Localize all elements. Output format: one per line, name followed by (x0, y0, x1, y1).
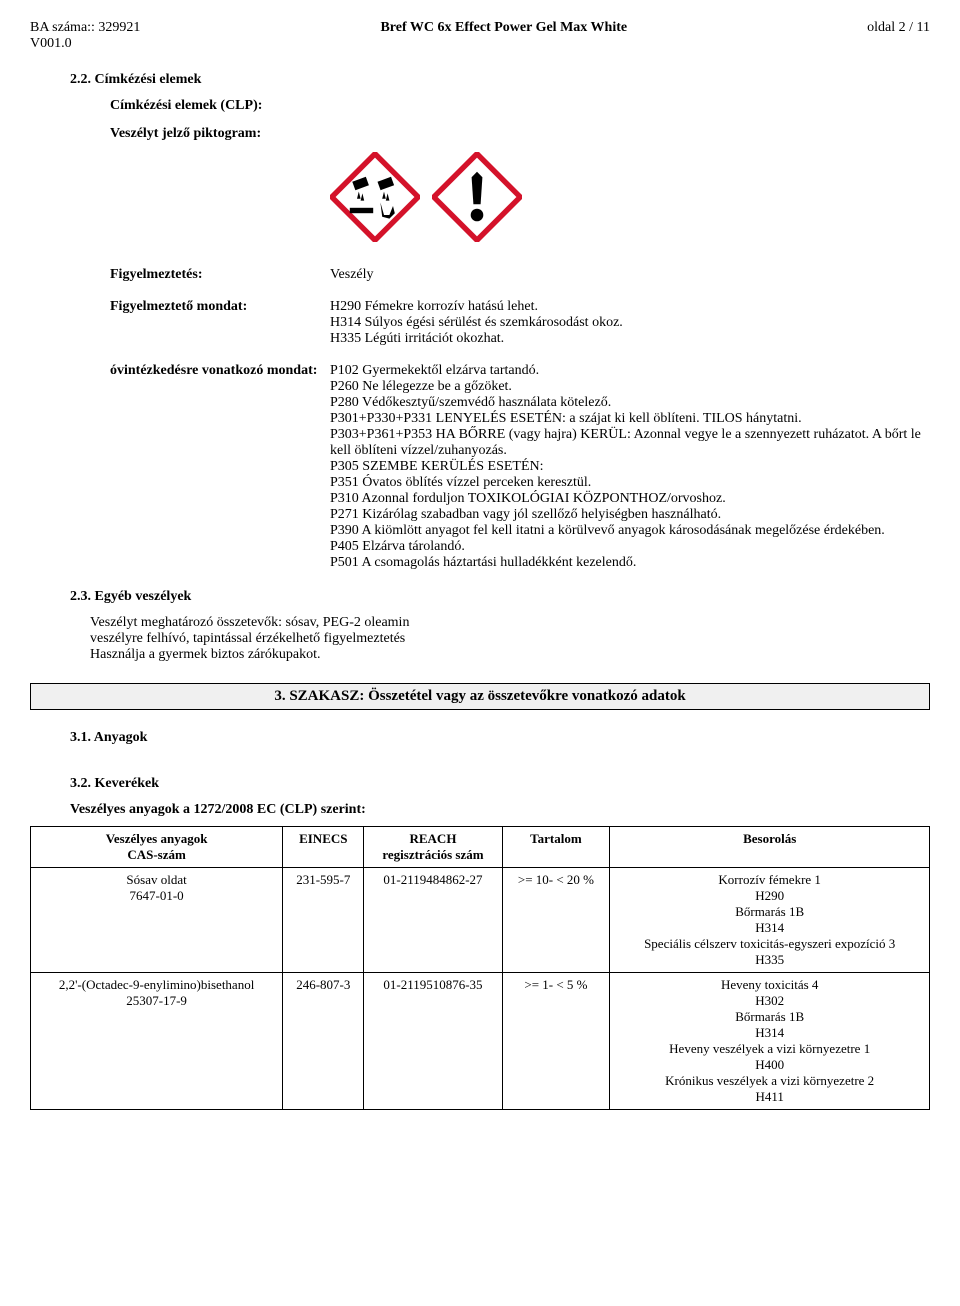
precaution-statement-list: P102 Gyermekektől elzárva tartandó.P260 … (330, 363, 930, 571)
section-2-2-title: 2.2. Címkézési elemek (70, 72, 930, 88)
header-left: BA száma:: 329921 V001.0 (30, 20, 140, 52)
hazard-statement-row: Figyelmeztető mondat: H290 Fémekre korro… (110, 299, 930, 347)
exclamation-icon (432, 152, 522, 242)
precaution-statement-label: óvintézkedésre vonatkozó mondat: (110, 363, 330, 571)
hazard-substances-table: Veszélyes anyagok CAS-szám EINECS REACH … (30, 826, 930, 1110)
precaution-line: P303+P361+P353 HA BŐRRE (vagy hajra) KER… (330, 427, 930, 459)
precaution-line: P310 Azonnal forduljon TOXIKOLÓGIAI KÖZP… (330, 491, 930, 507)
section-3-header: 3. SZAKASZ: Összetétel vagy az összetevő… (30, 683, 930, 710)
ba-number: BA száma:: 329921 (30, 20, 140, 36)
precaution-line: P501 A csomagolás háztartási hulladékkén… (330, 555, 930, 571)
col-classification: Besorolás (610, 827, 930, 868)
table-row: 2,2'-(Octadec-9-enylimino)bisethanol2530… (31, 973, 930, 1110)
cell-einecs: 231-595-7 (283, 868, 364, 973)
signal-word-row: Figyelmeztetés: Veszély (110, 267, 930, 283)
cell-substance: 2,2'-(Octadec-9-enylimino)bisethanol2530… (31, 973, 283, 1110)
pictogram-label: Veszélyt jelző piktogram: (110, 126, 930, 142)
section-3-2-title: 3.2. Keverékek (70, 776, 930, 792)
col-einecs: EINECS (283, 827, 364, 868)
precaution-statement-row: óvintézkedésre vonatkozó mondat: P102 Gy… (110, 363, 930, 571)
col-substance: Veszélyes anyagok CAS-szám (31, 827, 283, 868)
precaution-line: P260 Ne lélegezze be a gőzöket. (330, 379, 930, 395)
col-substance-line1: Veszélyes anyagok (37, 831, 276, 847)
precaution-line: P351 Óvatos öblítés vízzel perceken kere… (330, 475, 930, 491)
hazard-statement-list: H290 Fémekre korrozív hatású lehet.H314 … (330, 299, 930, 347)
col-content: Tartalom (502, 827, 610, 868)
table-row: Sósav oldat7647-01-0231-595-701-21194848… (31, 868, 930, 973)
version: V001.0 (30, 36, 140, 52)
cell-content: >= 10- < 20 % (502, 868, 610, 973)
other-hazard-line: veszélyre felhívó, tapintással érzékelhe… (90, 631, 930, 647)
cell-einecs: 246-807-3 (283, 973, 364, 1110)
col-substance-line2: CAS-szám (37, 847, 276, 863)
section-2-3-body: Veszélyt meghatározó összetevők: sósav, … (90, 615, 930, 663)
section-2-3-title: 2.3. Egyéb veszélyek (70, 589, 930, 605)
col-reach-line1: REACH (370, 831, 495, 847)
cell-classification: Heveny toxicitás 4H302Bőrmarás 1BH314Hev… (610, 973, 930, 1110)
page-header: BA száma:: 329921 V001.0 Bref WC 6x Effe… (30, 20, 930, 52)
clp-subtitle: Címkézési elemek (CLP): (110, 98, 930, 114)
page-number: oldal 2 / 11 (867, 20, 930, 52)
col-reach-line2: regisztrációs szám (370, 847, 495, 863)
hazard-statement-label: Figyelmeztető mondat: (110, 299, 330, 347)
cell-substance: Sósav oldat7647-01-0 (31, 868, 283, 973)
other-hazard-line: Használja a gyermek biztos zárókupakot. (90, 647, 930, 663)
clp-table-intro: Veszélyes anyagok a 1272/2008 EC (CLP) s… (70, 802, 930, 818)
hazard-line: H335 Légúti irritációt okozhat. (330, 331, 930, 347)
cell-classification: Korrozív fémekre 1H290Bőrmarás 1BH314Spe… (610, 868, 930, 973)
signal-word-value: Veszély (330, 267, 930, 283)
pictogram-row (330, 152, 930, 247)
product-title: Bref WC 6x Effect Power Gel Max White (140, 20, 867, 52)
precaution-line: P390 A kiömlött anyagot fel kell itatni … (330, 523, 930, 539)
signal-word-label: Figyelmeztetés: (110, 267, 330, 283)
table-header-row: Veszélyes anyagok CAS-szám EINECS REACH … (31, 827, 930, 868)
col-reach: REACH regisztrációs szám (364, 827, 502, 868)
hazard-line: H314 Súlyos égési sérülést és szemkároso… (330, 315, 930, 331)
cell-reach: 01-2119484862-27 (364, 868, 502, 973)
precaution-line: P405 Elzárva tárolandó. (330, 539, 930, 555)
precaution-line: P102 Gyermekektől elzárva tartandó. (330, 363, 930, 379)
precaution-line: P271 Kizárólag szabadban vagy jól szellő… (330, 507, 930, 523)
cell-reach: 01-2119510876-35 (364, 973, 502, 1110)
precaution-line: P305 SZEMBE KERÜLÉS ESETÉN: (330, 459, 930, 475)
precaution-line: P301+P330+P331 LENYELÉS ESETÉN: a szájat… (330, 411, 930, 427)
corrosion-icon (330, 152, 420, 242)
hazard-line: H290 Fémekre korrozív hatású lehet. (330, 299, 930, 315)
cell-content: >= 1- < 5 % (502, 973, 610, 1110)
section-3-1-title: 3.1. Anyagok (70, 730, 930, 746)
other-hazard-line: Veszélyt meghatározó összetevők: sósav, … (90, 615, 930, 631)
precaution-line: P280 Védőkesztyű/szemvédő használata köt… (330, 395, 930, 411)
